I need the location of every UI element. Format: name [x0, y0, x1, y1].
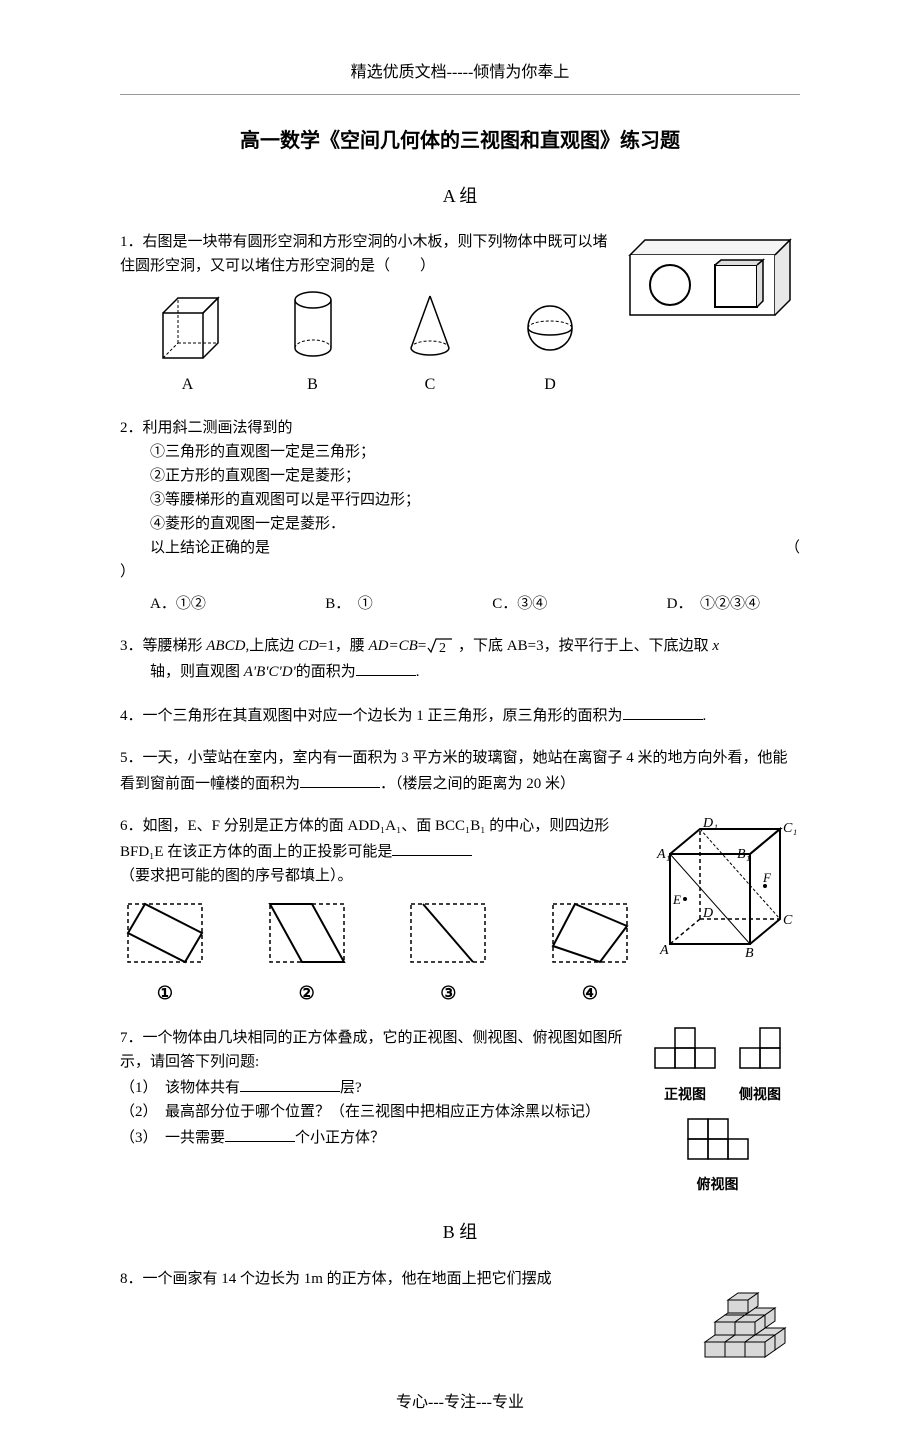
side-view-label: 侧视图: [735, 1085, 785, 1107]
q3-mid4: ，下底 AB=3，按平行于上、下底边取: [454, 638, 712, 654]
q3-period: .: [416, 664, 420, 680]
question-6: 6．如图，E、F 分别是正方体的面 ADD₁A₁、面 BCC₁B₁ 的中心，则四…: [120, 814, 800, 1009]
q7-sub3-pre: （3） 一共需要: [120, 1130, 225, 1146]
q7-sub3-post: 个小正方体？: [295, 1130, 385, 1146]
group-a-title: A 组: [120, 182, 800, 211]
q3-line2-pre: 轴，则直观图: [150, 664, 244, 680]
stacked-cubes-icon: [690, 1267, 800, 1362]
q4-text: 4．一个三角形在其直观图中对应一个边长为 1 正三角形，原三角形的面积为: [120, 708, 623, 724]
cube-icon: [153, 288, 223, 363]
projection-2-icon: [262, 896, 352, 971]
q1-shapes-row: A B: [120, 288, 610, 397]
q7-sub1-post: 层?: [340, 1080, 362, 1096]
q3-abcd2: A'B'C'D': [244, 664, 296, 680]
q3-adcb: AD=CB: [369, 638, 418, 654]
q4-blank: [623, 702, 703, 720]
question-4: 4．一个三角形在其直观图中对应一个边长为 1 正三角形，原三角形的面积为.: [120, 702, 800, 728]
front-view-label: 正视图: [650, 1085, 720, 1107]
header-top-line: 精选优质文档-----倾情为你奉上: [120, 60, 800, 95]
svg-text:D₁: D₁: [702, 816, 718, 831]
q2-open-paren: （: [785, 536, 800, 560]
q3-cd: CD: [298, 638, 319, 654]
q5-blank: [300, 770, 380, 788]
q6-line2: （要求把可能的图的序号都填上）。: [120, 864, 635, 888]
q6-label-2: ②: [262, 979, 352, 1008]
svg-text:A₁: A₁: [656, 847, 670, 862]
q8-text: 8．一个画家有 14 个边长为 1m 的正方体，他在地面上把它们摆成: [120, 1267, 680, 1291]
q1-label-a: A: [153, 372, 223, 398]
question-8: 8．一个画家有 14 个边长为 1m 的正方体，他在地面上把它们摆成: [120, 1267, 800, 1370]
projection-1-icon: [120, 896, 210, 971]
q3-line2-post: 的面积为: [296, 664, 356, 680]
q2-opt-c: C．③④: [492, 592, 547, 616]
q2-opt-d: D． ①②③④: [667, 592, 760, 616]
q1-label-d: D: [523, 372, 578, 398]
group-b-title: B 组: [120, 1218, 800, 1247]
q1-label-c: C: [403, 372, 458, 398]
q6-label-4: ④: [545, 979, 635, 1008]
q3-mid3: =: [418, 638, 426, 654]
q6-line1: 6．如图，E、F 分别是正方体的面 ADD₁A₁、面 BCC₁B₁ 的中心，则四…: [120, 818, 609, 860]
q1-text: 1．右图是一块带有圆形空洞和方形空洞的小木板，则下列物体中既可以堵住圆形空洞，又…: [120, 230, 610, 278]
side-view-icon: [735, 1026, 785, 1076]
q3-abcd: ABCD: [206, 638, 245, 654]
q2-item-2: ②正方形的直观图一定是菱形；: [120, 464, 800, 488]
q2-opt-b: B． ①: [325, 592, 373, 616]
svg-text:F: F: [762, 870, 772, 885]
q7-line1: 7．一个物体由几块相同的正方体叠成，它的正视图、侧视图、俯视图如图所示，请回答下…: [120, 1026, 640, 1074]
front-view-icon: [650, 1026, 720, 1076]
question-2: 2．利用斜二测画法得到的 ①三角形的直观图一定是三角形； ②正方形的直观图一定是…: [120, 416, 800, 616]
q2-conclusion: 以上结论正确的是: [150, 536, 270, 560]
q7-sub2: （2） 最高部分位于哪个位置？（在三视图中把相应正方体涂黑以标记）: [120, 1100, 640, 1124]
q2-item-1: ①三角形的直观图一定是三角形；: [120, 440, 800, 464]
board-icon: [620, 230, 800, 330]
sphere-icon: [523, 288, 578, 363]
q2-text: 2．利用斜二测画法得到的: [120, 416, 800, 440]
q6-blank: [392, 838, 472, 856]
question-5: 5．一天，小莹站在室内，室内有一面积为 3 平方米的玻璃窗，她站在离窗子 4 米…: [120, 746, 800, 796]
svg-text:2: 2: [439, 641, 446, 656]
top-view-icon: [683, 1117, 753, 1167]
page-title: 高一数学《空间几何体的三视图和直观图》练习题: [120, 125, 800, 157]
cube-labeled-icon: A₁ B₁ C₁ D₁ A B C D E F: [645, 814, 800, 969]
q3-x: x: [712, 638, 719, 654]
q4-period: .: [703, 708, 707, 724]
q7-blank3: [225, 1124, 295, 1142]
svg-text:C: C: [783, 913, 793, 928]
projection-4-icon: [545, 896, 635, 971]
cylinder-icon: [288, 288, 338, 363]
q2-item-4: ④菱形的直观图一定是菱形．: [120, 512, 800, 536]
sqrt2-icon: 2: [426, 636, 454, 656]
projection-3-icon: [403, 896, 493, 971]
q6-label-1: ①: [120, 979, 210, 1008]
svg-text:C₁: C₁: [783, 821, 797, 836]
svg-text:D: D: [702, 906, 713, 921]
question-7: 7．一个物体由几块相同的正方体叠成，它的正视图、侧视图、俯视图如图所示，请回答下…: [120, 1026, 800, 1198]
q7-sub1-pre: （1） 该物体共有: [120, 1080, 240, 1096]
q3-mid2: =1，腰: [319, 638, 369, 654]
q6-label-3: ③: [403, 979, 493, 1008]
cone-icon: [403, 288, 458, 363]
q2-close-paren: ）: [120, 560, 800, 584]
q1-label-b: B: [288, 372, 338, 398]
q2-item-3: ③等腰梯形的直观图可以是平行四边形；: [120, 488, 800, 512]
q5-line2: ．（楼层之间的距离为 20 米）: [380, 776, 575, 792]
top-view-label: 俯视图: [650, 1175, 785, 1197]
footer-text: 专心---专注---专业: [120, 1390, 800, 1416]
q3-blank: [356, 658, 416, 676]
question-3: 3．等腰梯形 ABCD,上底边 CD=1，腰 AD=CB= 2 ，下底 AB=3，…: [120, 634, 800, 684]
question-1: 1．右图是一块带有圆形空洞和方形空洞的小木板，则下列物体中既可以堵住圆形空洞，又…: [120, 230, 800, 397]
svg-text:B₁: B₁: [737, 847, 750, 862]
q3-mid1: ,上底边: [245, 638, 298, 654]
q2-opt-a: A．①②: [150, 592, 206, 616]
q3-pre: 3．等腰梯形: [120, 638, 206, 654]
q7-blank1: [240, 1074, 340, 1092]
svg-text:B: B: [745, 946, 754, 961]
svg-text:E: E: [672, 892, 681, 907]
svg-text:A: A: [659, 943, 669, 958]
